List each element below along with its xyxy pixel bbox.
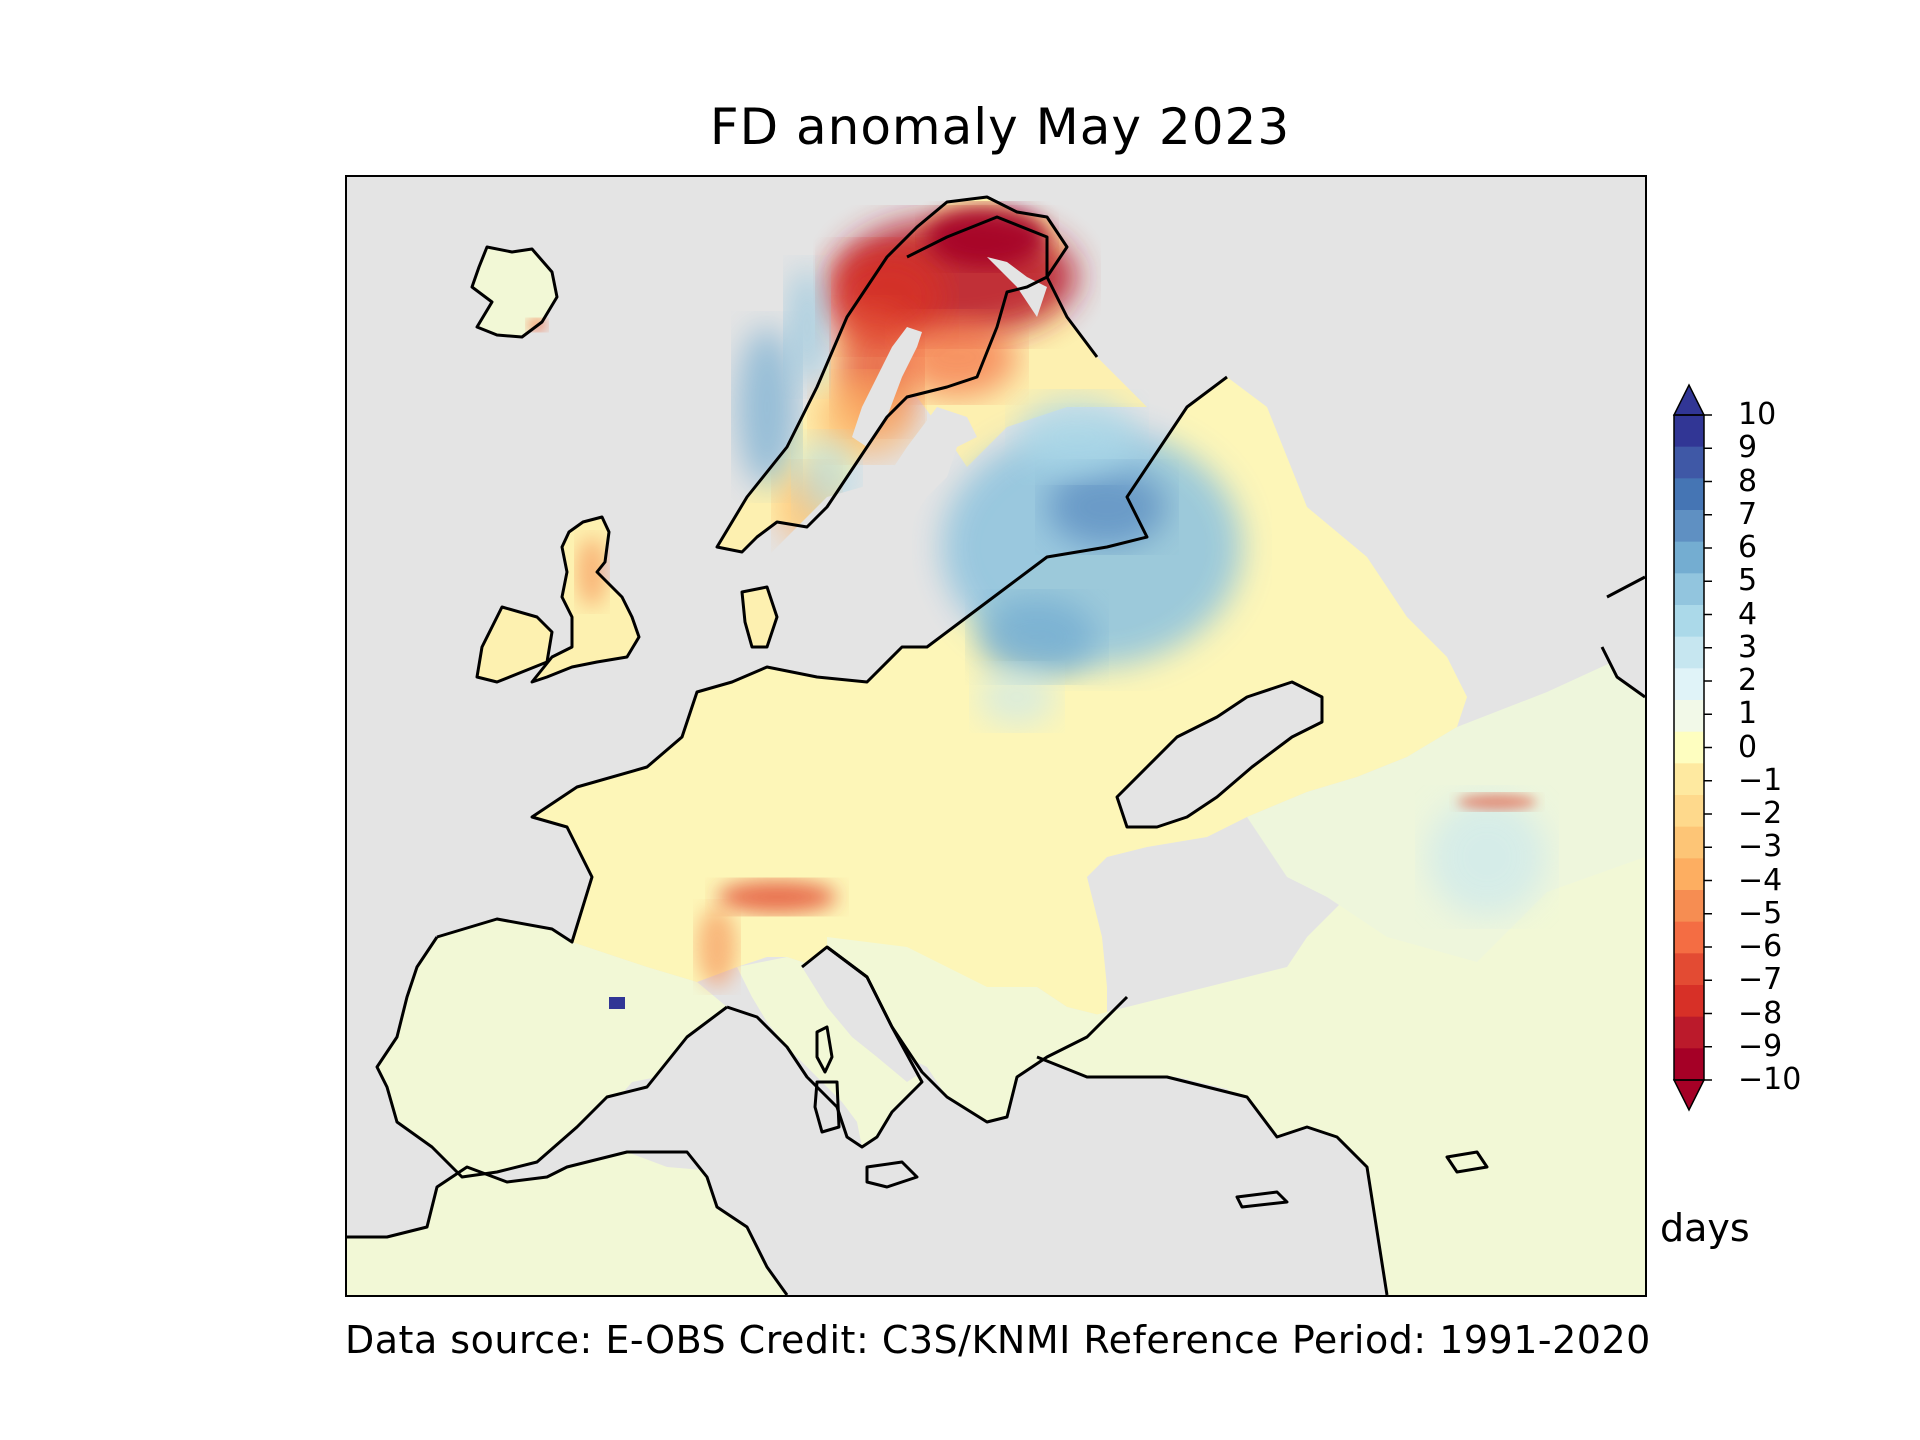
colorbar-segment [1674, 636, 1704, 669]
coast-scandinavia [715, 195, 1069, 554]
colorbar-tick-label: 8 [1738, 463, 1758, 499]
colorbar-segment [1674, 1016, 1704, 1049]
colorbar-tick-label: 9 [1738, 430, 1758, 466]
colorbar-segment [1674, 700, 1704, 733]
mediterranean-east [867, 1077, 1307, 1295]
colorbar-tick-label: −1 [1738, 762, 1783, 798]
data-credits: Data source: E-OBS Credit: C3S/KNMI Refe… [345, 1318, 1651, 1362]
region-balkans [827, 937, 1107, 1122]
colorbar-tick-label: 0 [1738, 729, 1758, 765]
coast-crete [1235, 1190, 1289, 1209]
colorbar-tick-label: −10 [1738, 1062, 1802, 1097]
coast-turkey [1036, 1055, 1389, 1295]
colorbar-segment [1674, 826, 1704, 859]
coast-iberia [375, 936, 728, 1179]
colorbar-segment [1674, 953, 1704, 986]
coast-britain [530, 515, 641, 684]
colorbar-tick-label: 6 [1738, 530, 1758, 565]
map-title: FD anomaly May 2023 [709, 98, 1291, 156]
black-sea [1117, 682, 1322, 827]
region-turkey [1037, 857, 1645, 1295]
white-sea [987, 257, 1047, 317]
colorbar-bottom-arrow [1672, 1079, 1706, 1112]
colorbar-ticks [1704, 414, 1712, 1081]
colorbar-segment [1674, 921, 1704, 954]
gulf-of-bothnia [852, 327, 922, 447]
coast-sicily [865, 1160, 919, 1189]
colorbar [1672, 383, 1712, 1112]
colorbar-segment [1674, 605, 1704, 638]
seas [497, 257, 1645, 1295]
region-denmark [742, 587, 777, 647]
colorbar-segment [1674, 668, 1704, 701]
coast-iceland [470, 245, 559, 339]
colorbar-tick-label: 4 [1738, 596, 1758, 632]
colorbar-segment [1674, 573, 1704, 606]
colorbar-tick-label: −6 [1738, 929, 1783, 964]
colorbar-tick-label: −5 [1738, 895, 1783, 931]
colorbar-tick-label: 7 [1738, 496, 1758, 532]
colorbar-tick-label: 5 [1738, 563, 1758, 599]
map-panel[interactable] [345, 175, 1647, 1297]
coast-sardinia [813, 1080, 841, 1134]
colorbar-segment [1674, 858, 1704, 891]
colorbar-segment [1674, 985, 1704, 1018]
colorbar-segment [1674, 795, 1704, 828]
coast-finland [906, 215, 1099, 358]
colorbar-tick-label: −8 [1738, 995, 1783, 1031]
region-north-africa [347, 1152, 787, 1295]
coast-cyprus [1445, 1150, 1489, 1174]
colorbar-tick-label: −9 [1738, 1028, 1783, 1064]
baltic-sea [757, 407, 977, 597]
colorbar-segment [1674, 510, 1704, 543]
colorbar-tick-label: 1 [1738, 696, 1758, 732]
colorbar-tick-label: 3 [1738, 629, 1758, 665]
coast-caspian [1600, 575, 1645, 699]
coast-black-sea [1115, 680, 1324, 829]
anomaly-map [347, 195, 1645, 1295]
colorbar-segment [1674, 446, 1704, 479]
coast-balkans [826, 945, 1129, 1124]
colorbar-segment [1674, 541, 1704, 574]
coast-africa [347, 1150, 789, 1295]
colorbar-segment [1674, 1048, 1704, 1081]
region-iberia [377, 919, 727, 1177]
colorbar-segment [1674, 731, 1704, 764]
coast-corsica [815, 1025, 834, 1074]
colorbar-segment [1674, 763, 1704, 796]
colorbar-tick-label: 2 [1738, 663, 1758, 698]
colorbar-segment [1674, 415, 1704, 448]
region-ireland [477, 607, 552, 682]
colorbar-tick-label: −7 [1738, 962, 1783, 998]
coastlines [347, 195, 1645, 1295]
region-iceland [472, 247, 557, 337]
units-label: days [1660, 1206, 1750, 1250]
colorbar-tick-label: −2 [1738, 796, 1783, 831]
colorbar-tick-label: −4 [1738, 862, 1783, 898]
colorbar-segment [1674, 890, 1704, 923]
coast-continent [436, 375, 1228, 944]
mediterranean-west [497, 1007, 847, 1182]
colorbar-tick-label: −3 [1738, 829, 1783, 865]
coast-ireland [475, 605, 554, 684]
region-caucasus [1247, 647, 1645, 962]
colorbar-tick-label: 10 [1738, 397, 1777, 432]
colorbar-segments [1674, 415, 1704, 1081]
coast-denmark [740, 585, 779, 649]
adriatic-sea [802, 947, 922, 1082]
region-italy [737, 957, 922, 1147]
colorbar-segment [1674, 478, 1704, 511]
colorbar-top-arrow [1672, 383, 1706, 416]
